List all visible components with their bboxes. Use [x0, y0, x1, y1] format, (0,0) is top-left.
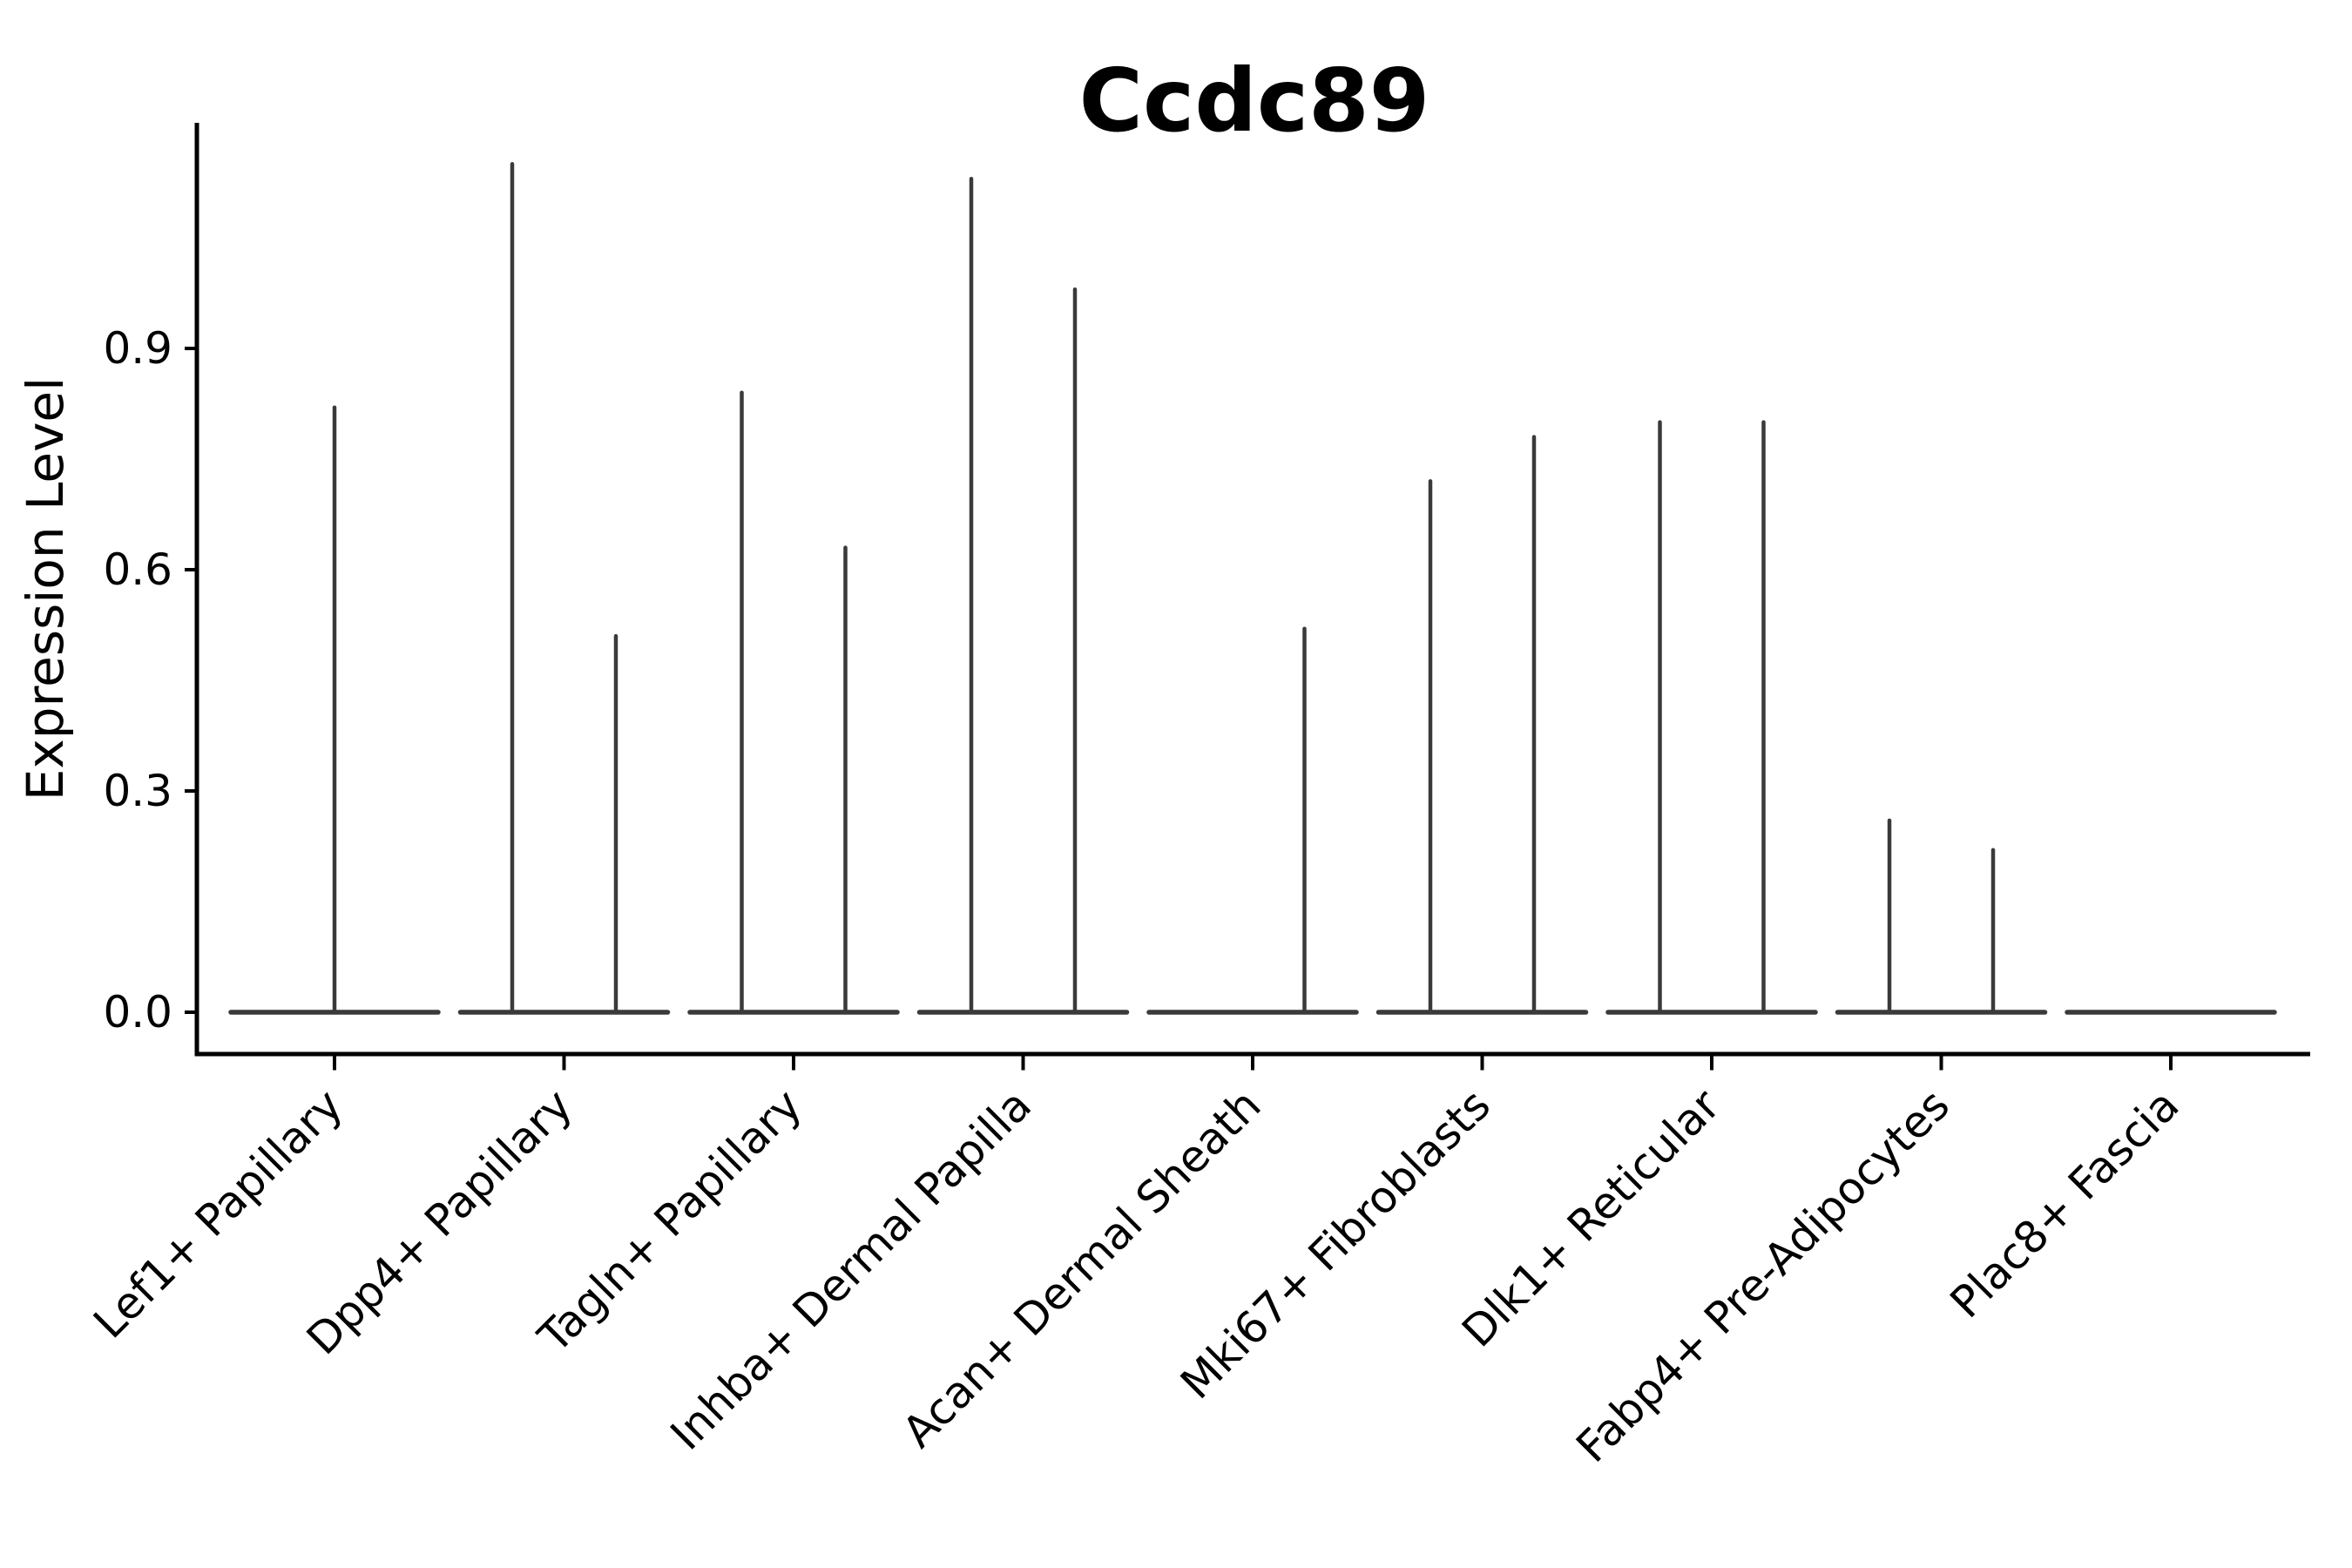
y-tick-label: 0.6	[103, 544, 172, 595]
x-tick-label: Fabp4+ Pre-Adipocytes	[1566, 1079, 1959, 1472]
plot-title: Ccdc89	[1079, 50, 1430, 152]
y-axis-label: Expression Level	[16, 377, 75, 801]
y-tick-label: 0.3	[103, 766, 172, 816]
y-tick-label: 0.0	[103, 987, 172, 1037]
y-tick-label: 0.9	[103, 323, 172, 374]
x-tick-label: Plac8+ Fascia	[1941, 1079, 2189, 1328]
x-tick-label: Lef1+ Papillary	[84, 1079, 352, 1348]
